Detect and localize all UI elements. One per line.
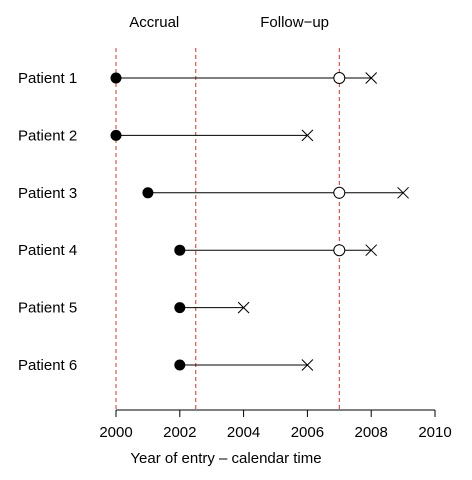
patient-row: Patient 6: [18, 357, 314, 374]
censor-marker: [333, 244, 346, 257]
x-tick-label: 2006: [291, 424, 324, 441]
reference-lines: [115, 48, 340, 410]
patient-row: Patient 1: [18, 70, 378, 87]
entry-marker: [174, 244, 186, 256]
x-tick-label: 2000: [99, 424, 132, 441]
patient-rows: Patient 1 Patient 2 Patient 3 Patient 4 Pati…: [18, 70, 409, 374]
end-marker: [365, 244, 378, 257]
patient-label: Patient 4: [18, 242, 77, 259]
patient-row: Patient 5: [18, 300, 250, 317]
patient-label: Patient 1: [18, 70, 77, 87]
entry-marker: [110, 72, 122, 84]
x-axis-label: Year of entry – calendar time: [130, 450, 321, 467]
patient-label: Patient 5: [18, 300, 77, 317]
end-marker: [237, 301, 250, 314]
end-marker: [365, 72, 378, 84]
entry-marker: [174, 359, 186, 371]
x-axis: 2000 2002 2004 2006 2008 2010: [99, 409, 452, 441]
entry-marker: [110, 129, 122, 141]
phase-annotations: Accrual Follow−up: [129, 14, 329, 31]
phase-label: Follow−up: [260, 14, 329, 31]
x-tick-label: 2010: [418, 424, 451, 441]
patient-label: Patient 2: [18, 127, 77, 144]
end-marker: [301, 129, 314, 142]
end-marker: [301, 359, 314, 371]
patient-row: Patient 3: [18, 185, 409, 202]
patient-row: Patient 2: [18, 127, 314, 144]
entry-marker: [142, 187, 154, 199]
end-marker: [397, 186, 409, 199]
patient-label: Patient 3: [18, 185, 77, 202]
entry-marker: [174, 302, 186, 314]
patient-row: Patient 4: [18, 242, 378, 259]
patient-label: Patient 6: [18, 357, 77, 374]
phase-label: Accrual: [129, 14, 179, 31]
x-tick-label: 2004: [227, 424, 260, 441]
x-tick-label: 2002: [163, 424, 196, 441]
censor-marker: [333, 72, 346, 84]
censor-marker: [333, 186, 346, 199]
x-tick-label: 2008: [355, 424, 388, 441]
